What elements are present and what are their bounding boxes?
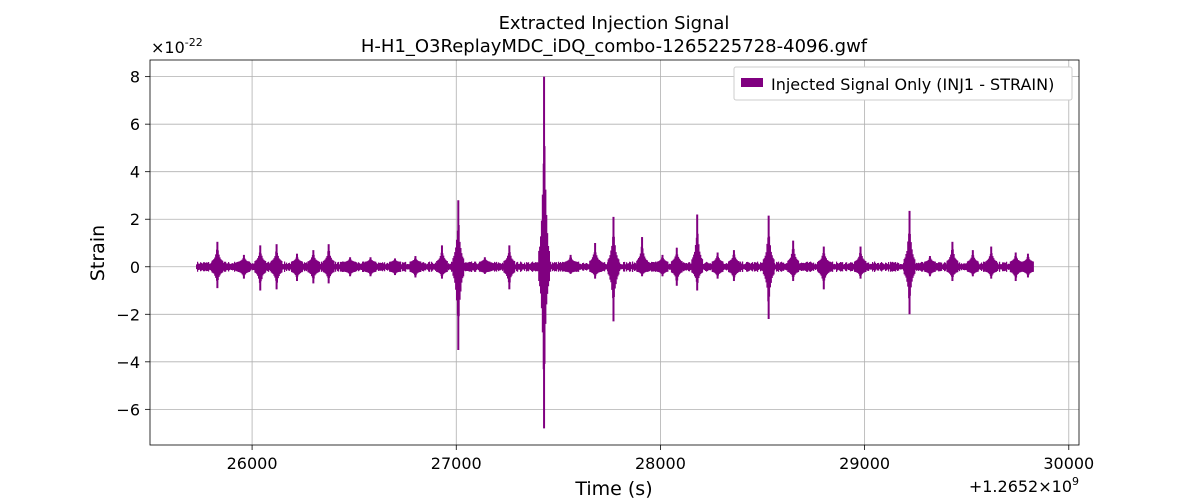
y-scale-label: ×10-22 <box>151 36 203 57</box>
series-group <box>196 76 1034 429</box>
y-tick-label: 4 <box>130 163 140 182</box>
x-axis-label: Time (s) <box>574 478 652 500</box>
x-tick-label: 30000 <box>1043 454 1094 473</box>
chart-title: Extracted Injection Signal <box>499 13 730 34</box>
legend: Injected Signal Only (INJ1 - STRAIN) <box>733 66 1073 101</box>
legend-swatch <box>741 78 763 87</box>
x-tick-label: 29000 <box>839 454 890 473</box>
y-tick-label: 0 <box>130 258 140 277</box>
y-axis-label: Strain <box>87 225 109 281</box>
y-tick-label: −6 <box>116 400 140 419</box>
legend-label: Injected Signal Only (INJ1 - STRAIN) <box>771 75 1054 94</box>
x-tick-label: 28000 <box>635 454 686 473</box>
y-axis: −6 −4 −2 0 2 4 6 8 <box>116 68 150 419</box>
y-tick-label: 2 <box>130 210 140 229</box>
y-tick-label: 6 <box>130 115 140 134</box>
chart-subtitle: H-H1_O3ReplayMDC_iDQ_combo-1265225728-40… <box>361 36 868 57</box>
y-tick-label: −4 <box>116 353 140 372</box>
x-offset-label: +1.2652×109 <box>969 475 1079 496</box>
plot-frame <box>149 59 1080 446</box>
x-axis: 26000 27000 28000 29000 30000 <box>227 445 1094 473</box>
x-tick-label: 26000 <box>227 454 278 473</box>
y-tick-label: 8 <box>130 68 140 87</box>
legend-box <box>733 66 1073 101</box>
y-tick-label: −2 <box>116 305 140 324</box>
x-tick-label: 27000 <box>431 454 482 473</box>
